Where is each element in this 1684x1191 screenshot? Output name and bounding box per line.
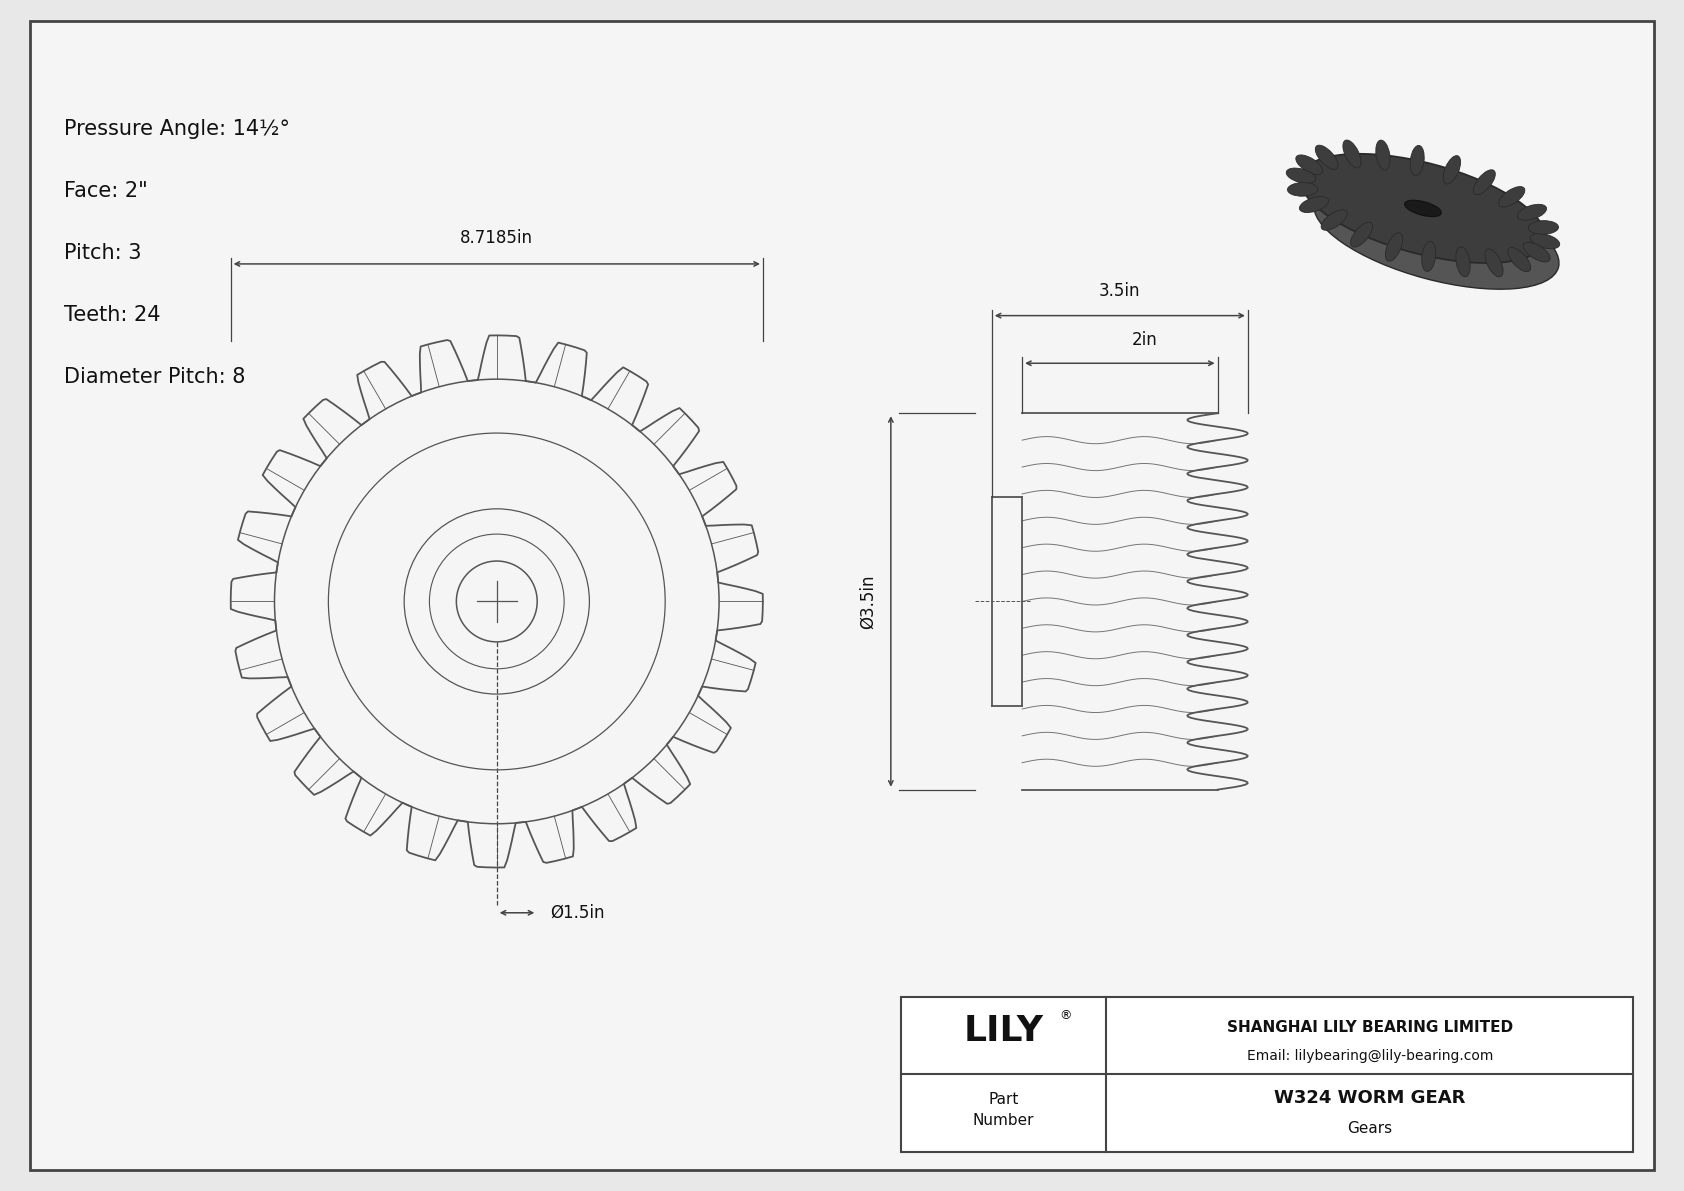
Text: Diameter Pitch: 8: Diameter Pitch: 8 bbox=[64, 367, 246, 387]
Ellipse shape bbox=[1517, 205, 1546, 220]
Ellipse shape bbox=[1404, 200, 1442, 217]
Text: 3.5in: 3.5in bbox=[1100, 282, 1140, 300]
Ellipse shape bbox=[1295, 155, 1322, 175]
Ellipse shape bbox=[1300, 154, 1546, 263]
Text: Pitch: 3: Pitch: 3 bbox=[64, 243, 141, 263]
Ellipse shape bbox=[1531, 233, 1559, 249]
Ellipse shape bbox=[1288, 182, 1319, 197]
Ellipse shape bbox=[1351, 223, 1372, 247]
Ellipse shape bbox=[1376, 141, 1389, 170]
Ellipse shape bbox=[1300, 197, 1329, 212]
Text: Ø1.5in: Ø1.5in bbox=[551, 904, 605, 922]
Text: Face: 2": Face: 2" bbox=[64, 181, 148, 201]
Ellipse shape bbox=[1507, 248, 1531, 272]
Text: ®: ® bbox=[1059, 1009, 1073, 1022]
Ellipse shape bbox=[1342, 141, 1361, 168]
Ellipse shape bbox=[1527, 220, 1558, 235]
Text: Gears: Gears bbox=[1347, 1121, 1393, 1136]
Text: 8.7185in: 8.7185in bbox=[460, 229, 534, 248]
Ellipse shape bbox=[1322, 210, 1347, 230]
Ellipse shape bbox=[1474, 170, 1495, 194]
Text: 2in: 2in bbox=[1132, 331, 1159, 349]
Text: Teeth: 24: Teeth: 24 bbox=[64, 305, 160, 325]
Ellipse shape bbox=[1499, 187, 1524, 207]
Ellipse shape bbox=[1485, 249, 1504, 276]
Text: SHANGHAI LILY BEARING LIMITED: SHANGHAI LILY BEARING LIMITED bbox=[1226, 1021, 1512, 1035]
Ellipse shape bbox=[1386, 233, 1403, 261]
Text: W324 WORM GEAR: W324 WORM GEAR bbox=[1275, 1089, 1465, 1106]
Ellipse shape bbox=[1287, 168, 1315, 183]
Text: Part
Number: Part Number bbox=[973, 1092, 1034, 1128]
Text: LILY: LILY bbox=[963, 1014, 1044, 1048]
Ellipse shape bbox=[1421, 242, 1436, 272]
Ellipse shape bbox=[1410, 145, 1425, 175]
Bar bbox=[901, 997, 1633, 1152]
Ellipse shape bbox=[1443, 156, 1460, 183]
Ellipse shape bbox=[1524, 242, 1551, 262]
Ellipse shape bbox=[1315, 145, 1339, 169]
Ellipse shape bbox=[1457, 247, 1470, 276]
Text: Pressure Angle: 14½°: Pressure Angle: 14½° bbox=[64, 119, 290, 139]
Text: Email: lilybearing@lily-bearing.com: Email: lilybearing@lily-bearing.com bbox=[1246, 1049, 1494, 1062]
Ellipse shape bbox=[1314, 180, 1559, 289]
Text: Ø3.5in: Ø3.5in bbox=[859, 574, 877, 629]
